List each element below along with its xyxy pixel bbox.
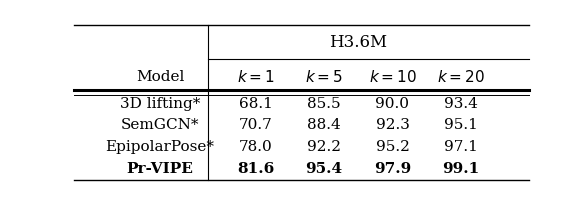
Text: 92.2: 92.2 <box>307 140 341 154</box>
Text: Pr-VIPE: Pr-VIPE <box>126 162 193 176</box>
Text: 99.1: 99.1 <box>442 162 479 176</box>
Text: 97.1: 97.1 <box>444 140 478 154</box>
Text: 95.4: 95.4 <box>306 162 343 176</box>
Text: SemGCN*: SemGCN* <box>121 118 199 132</box>
Text: 90.0: 90.0 <box>376 97 409 110</box>
Text: 85.5: 85.5 <box>308 97 341 110</box>
Text: 92.3: 92.3 <box>376 118 409 132</box>
Text: 95.2: 95.2 <box>376 140 409 154</box>
Text: EpipolarPose*: EpipolarPose* <box>106 140 215 154</box>
Text: 97.9: 97.9 <box>374 162 411 176</box>
Text: Model: Model <box>136 70 184 84</box>
Text: H3.6M: H3.6M <box>329 34 387 51</box>
Text: $k = 20$: $k = 20$ <box>437 69 485 85</box>
Text: 81.6: 81.6 <box>237 162 275 176</box>
Text: 78.0: 78.0 <box>239 140 273 154</box>
Text: 93.4: 93.4 <box>444 97 478 110</box>
Text: 70.7: 70.7 <box>239 118 273 132</box>
Text: 95.1: 95.1 <box>444 118 478 132</box>
Text: 68.1: 68.1 <box>239 97 273 110</box>
Text: $k = 1$: $k = 1$ <box>237 69 275 85</box>
Text: $k = 5$: $k = 5$ <box>305 69 343 85</box>
Text: 3D lifting*: 3D lifting* <box>120 97 201 110</box>
Text: $k = 10$: $k = 10$ <box>369 69 416 85</box>
Text: 88.4: 88.4 <box>308 118 341 132</box>
